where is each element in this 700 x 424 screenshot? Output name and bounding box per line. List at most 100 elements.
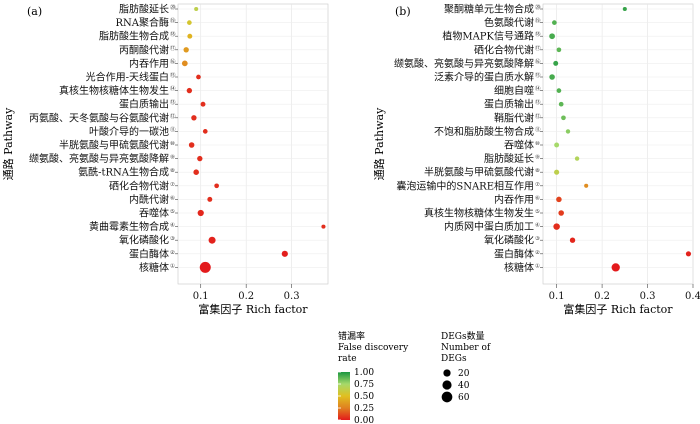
pathway-index: ⑭ (535, 85, 541, 93)
data-point (214, 183, 219, 189)
data-point (183, 47, 189, 53)
pathway-label: 植物MAPK信号通路 (442, 30, 534, 43)
pathway-index: ① (170, 262, 175, 269)
pathway-index: ⑥ (170, 194, 175, 201)
data-point (611, 263, 620, 272)
pathway-index: ⑨ (535, 154, 540, 161)
data-point (194, 6, 199, 12)
panel-a-x-axis-title: 富集因子 Rich factor (198, 302, 308, 316)
data-point (207, 196, 213, 202)
x-tick-label: 0.4 (685, 291, 700, 302)
fdr-legend-ticks: 1.00 0.75 0.50 0.25 0.00 (338, 368, 374, 424)
pathway-label: 硒化合物代谢 (109, 179, 169, 192)
pathway-label: 丙氨酸、天冬氨酸与谷氨酸代谢 (29, 111, 169, 124)
fdr-tick-label: 0.50 (354, 392, 374, 402)
pathway-label: 核糖体 (504, 261, 534, 274)
pathway-label: 聚酮糖单元生物合成 (444, 3, 534, 16)
data-point (565, 129, 571, 134)
pathway-index: ⑱ (170, 30, 176, 38)
data-point (281, 250, 288, 257)
pathway-label: 硒化合物代谢 (474, 43, 534, 56)
panel-a-grid (178, 4, 328, 284)
pathway-label: 内酰代谢 (129, 193, 169, 206)
data-point (193, 169, 199, 175)
pathway-index: ⑮ (535, 71, 541, 79)
data-point (558, 101, 564, 107)
panel-b-x-axis-title: 富集因子 Rich factor (563, 302, 673, 316)
x-tick-label: 0.1 (193, 291, 209, 302)
fdr-legend-title-en-2: rate (338, 354, 357, 364)
data-point (622, 6, 627, 12)
data-point (187, 20, 192, 25)
pathway-index: ⑫ (535, 112, 541, 120)
data-point (200, 101, 206, 107)
pathway-index: ③ (535, 235, 540, 242)
data-point (197, 209, 204, 217)
pathway-label: 吞噬体 (139, 207, 169, 220)
pathway-label: 半胱氨酸与甲硫氨酸代谢 (424, 166, 534, 179)
data-point (199, 261, 211, 273)
fdr-legend-title-en-1: False discovery (338, 343, 409, 353)
pathway-index: ⑩ (535, 140, 540, 147)
degs-key-dot (443, 369, 451, 377)
pathway-label: 脂肪酸延长 (119, 3, 169, 16)
pathway-label: 真核生物核糖体生物发生 (424, 207, 534, 220)
fdr-legend-title-zh: 错漏率 (338, 330, 365, 342)
pathway-index: ⑬ (535, 98, 541, 106)
pathway-label: 吞噬体 (504, 139, 534, 152)
data-point (554, 142, 560, 148)
panel-a-points (181, 6, 326, 273)
data-point (197, 155, 203, 162)
x-tick-label: 0.3 (640, 291, 656, 302)
data-point (187, 33, 193, 39)
data-point (553, 60, 559, 66)
data-point (186, 87, 193, 94)
panel-b-x-ticks: 0.1 0.2 0.3 0.4 (549, 284, 700, 302)
data-point (553, 223, 560, 230)
pathway-label: RNA聚合酶 (115, 16, 169, 29)
pathway-label: 脂肪酸延长 (484, 152, 534, 165)
pathway-index: ⑨ (170, 154, 175, 161)
pathway-index: ⑩ (170, 140, 175, 147)
pathway-index: ⑱ (535, 30, 541, 38)
pathway-label: 内吞作用 (129, 57, 169, 70)
pathway-label: 色氨酸代谢 (484, 16, 534, 29)
pathway-index: ⑪ (170, 125, 176, 133)
pathway-index: ⑳ (535, 3, 541, 11)
fdr-tick-label: 0.00 (354, 416, 374, 424)
data-point (556, 196, 562, 203)
pathway-label: 鞘脂代谢 (494, 111, 534, 124)
pathway-label: 内吞作用 (494, 193, 534, 206)
pathway-label: 蛋白酶体 (494, 247, 534, 260)
pathway-index: ⑦ (170, 181, 175, 188)
data-point (554, 169, 560, 175)
degs-key-label: 40 (458, 381, 470, 391)
pathway-index: ⑤ (170, 208, 175, 215)
degs-legend-title-en-1: Number of (441, 343, 491, 353)
pathway-index: ⑮ (170, 71, 176, 79)
pathway-label: 蛋白质输出 (119, 98, 169, 111)
fdr-tick-label: 1.00 (354, 368, 374, 378)
pathway-label: 泛素介导的蛋白质水解 (434, 71, 534, 84)
data-point (202, 129, 208, 134)
pathway-index: ② (535, 249, 540, 256)
pathway-index: ⑫ (170, 112, 176, 120)
pathway-index: ⑰ (535, 44, 541, 52)
pathway-index: ⑯ (535, 57, 541, 65)
data-point (685, 251, 692, 257)
x-tick-label: 0.3 (284, 291, 300, 302)
pathway-label: 细胞自噬 (494, 84, 534, 97)
pathway-label: 氧化磷酸化 (119, 234, 169, 247)
degs-legend: DEGs数量 Number of DEGs 20 40 60 (441, 330, 491, 403)
pathway-label: 蛋白酶体 (129, 247, 169, 260)
degs-legend-title-zh: DEGs数量 (441, 330, 485, 342)
pathway-label: 光合作用-天线蛋白 (86, 71, 169, 84)
panel-a-x-ticks: 0.1 0.2 0.3 (193, 284, 300, 302)
data-point (208, 236, 216, 244)
data-point (188, 142, 195, 148)
panel-a-y-axis-title: 通路 Pathway (2, 107, 15, 180)
pathway-label: 脂肪酸生物合成 (99, 30, 169, 43)
